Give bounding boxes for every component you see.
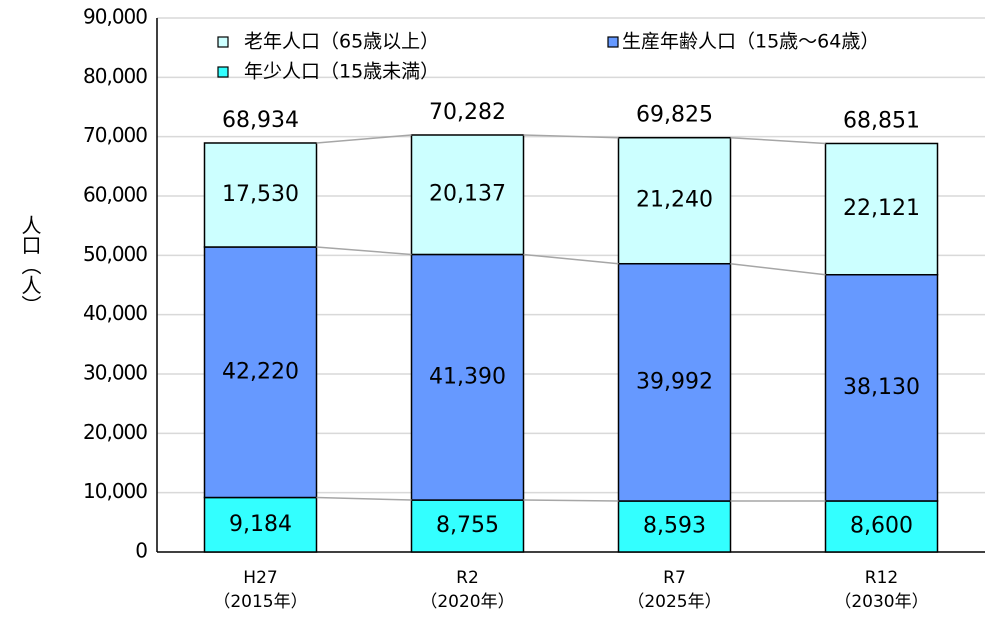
legend-marker xyxy=(217,36,229,48)
bar-segment xyxy=(617,262,732,502)
x-tick-label: H27 xyxy=(243,568,277,588)
connector xyxy=(316,496,412,501)
x-tick-label: （2020年） xyxy=(420,592,514,612)
x-tick-label: （2030年） xyxy=(834,592,928,612)
x-tick-label: R2 xyxy=(456,568,479,588)
bar-segment xyxy=(203,246,318,499)
data-label: 41,390 xyxy=(429,364,506,389)
y-axis-label: 人口（人） xyxy=(18,215,42,315)
x-tick-label: （2025年） xyxy=(627,592,721,612)
bar-segment xyxy=(617,136,732,265)
connector xyxy=(730,136,826,145)
y-tick-label: 20,000 xyxy=(83,420,147,444)
y-tick-label: 90,000 xyxy=(83,5,147,29)
y-tick-label: 80,000 xyxy=(83,64,147,88)
connector xyxy=(730,262,826,276)
y-tick-label: 50,000 xyxy=(83,242,147,266)
bar-segment xyxy=(203,496,318,553)
legend-label: 生産年齢人口（15歳～64歳） xyxy=(622,31,879,53)
x-tick-label: R12 xyxy=(865,568,898,588)
data-label: 20,137 xyxy=(429,182,506,207)
x-tick-label: R7 xyxy=(663,568,686,588)
connector xyxy=(523,499,619,502)
bar-segment xyxy=(410,499,525,553)
total-label: 69,825 xyxy=(636,103,713,128)
data-label: 38,130 xyxy=(843,375,920,400)
connector xyxy=(523,134,619,139)
y-tick-label: 40,000 xyxy=(83,301,147,325)
y-tick-label: 0 xyxy=(135,539,147,563)
bar-segment xyxy=(824,273,939,502)
y-tick-label: 70,000 xyxy=(83,123,147,147)
legend-marker xyxy=(217,66,229,78)
data-label: 8,593 xyxy=(643,514,706,539)
data-label: 21,240 xyxy=(636,188,713,213)
y-tick-label: 30,000 xyxy=(83,361,147,385)
data-label: 9,184 xyxy=(229,512,292,537)
data-label: 8,755 xyxy=(436,513,499,538)
legend-label: 老年人口（65歳以上） xyxy=(244,31,439,53)
y-tick-label: 10,000 xyxy=(83,479,147,503)
connector xyxy=(316,246,412,256)
legend-marker xyxy=(607,36,619,48)
bar-segment xyxy=(824,142,939,276)
bar-segment xyxy=(824,500,939,553)
total-label: 70,282 xyxy=(429,100,506,125)
data-label: 42,220 xyxy=(222,359,299,384)
x-tick-label: （2015年） xyxy=(213,592,307,612)
data-label: 22,121 xyxy=(843,196,920,221)
y-tick-label: 60,000 xyxy=(83,183,147,207)
data-label: 8,600 xyxy=(850,513,913,538)
bar-segment xyxy=(410,253,525,501)
bar-segment xyxy=(410,134,525,256)
data-label: 39,992 xyxy=(636,369,713,394)
bar-segment xyxy=(203,142,318,248)
total-label: 68,851 xyxy=(843,108,920,133)
data-label: 17,530 xyxy=(222,182,299,207)
connector xyxy=(316,134,412,144)
legend-label: 年少人口（15歳未満） xyxy=(244,61,439,83)
connector xyxy=(523,253,619,265)
total-label: 68,934 xyxy=(222,108,299,133)
